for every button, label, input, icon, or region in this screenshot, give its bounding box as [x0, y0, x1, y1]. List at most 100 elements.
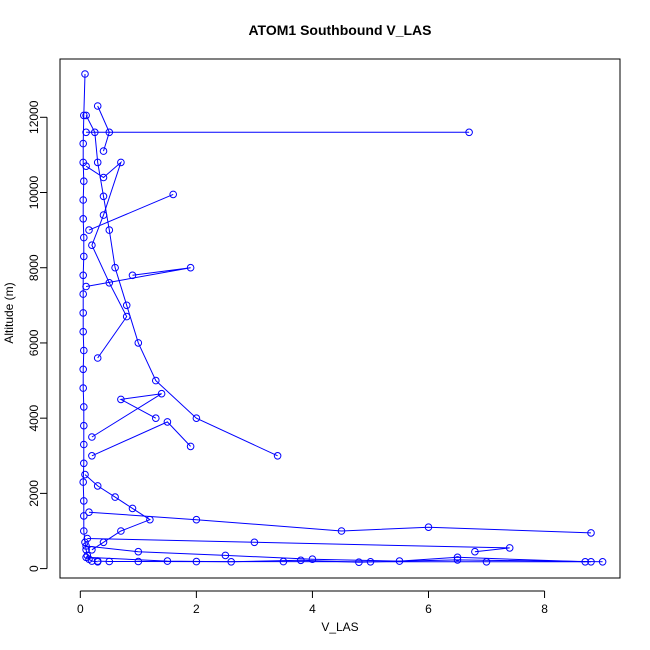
- data-point: [83, 534, 92, 543]
- data-point: [192, 515, 201, 524]
- data-point: [134, 557, 143, 566]
- data-point: [192, 414, 201, 423]
- x-tick-label: 6: [425, 602, 432, 616]
- data-point: [111, 263, 119, 272]
- y-tick-label: 0: [27, 565, 41, 572]
- series-line: [86, 267, 191, 287]
- data-point: [99, 173, 108, 182]
- series-13: [82, 158, 131, 362]
- series-0: [79, 70, 102, 566]
- data-point: [82, 128, 90, 137]
- data-point: [122, 301, 131, 310]
- data-point: [80, 233, 88, 242]
- series-9: [83, 534, 514, 556]
- series-14: [93, 102, 114, 155]
- y-tick-label: 2000: [27, 480, 41, 507]
- data-point: [157, 389, 166, 398]
- data-point: [117, 527, 125, 535]
- data-point: [128, 504, 137, 513]
- data-point: [80, 440, 88, 449]
- data-point: [93, 158, 102, 167]
- series-4: [85, 190, 177, 234]
- data-point: [337, 527, 346, 535]
- series-line: [88, 511, 592, 534]
- data-point: [355, 558, 363, 567]
- data-point: [79, 290, 87, 298]
- data-point: [80, 403, 88, 411]
- data-point: [99, 211, 108, 219]
- data-point: [424, 523, 433, 532]
- data-point: [186, 263, 195, 272]
- data-point: [99, 538, 108, 547]
- series-2: [82, 111, 282, 460]
- series-5: [82, 263, 195, 291]
- x-tick-label: 4: [309, 602, 316, 616]
- data-point: [117, 395, 125, 404]
- y-tick-label: 8000: [27, 254, 41, 281]
- data-point: [146, 515, 154, 524]
- x-tick-label: 8: [541, 602, 548, 616]
- data-point: [93, 482, 102, 490]
- data-point: [169, 190, 177, 199]
- data-point: [88, 241, 96, 249]
- data-point: [80, 111, 88, 120]
- data-point: [505, 544, 514, 552]
- series-line: [97, 105, 110, 152]
- data-point: [80, 459, 88, 468]
- data-point: [465, 128, 473, 137]
- x-axis-title: V_LAS: [321, 620, 358, 634]
- data-point: [83, 551, 92, 560]
- x-tick-label: 2: [193, 602, 200, 616]
- plot-area: [79, 70, 607, 567]
- data-point: [88, 546, 96, 554]
- data-point: [250, 538, 259, 547]
- data-point: [163, 557, 172, 565]
- data-point: [79, 384, 87, 392]
- series-line: [85, 115, 278, 457]
- data-point: [471, 547, 479, 556]
- data-point: [79, 139, 87, 148]
- data-point: [80, 512, 88, 520]
- series-line: [91, 393, 162, 438]
- data-point: [79, 271, 87, 280]
- series-line: [91, 421, 191, 457]
- data-point: [79, 215, 87, 223]
- data-point: [128, 271, 137, 280]
- chart-title: ATOM1 Southbound V_LAS: [248, 22, 431, 38]
- data-point: [453, 556, 462, 564]
- data-point: [186, 442, 195, 451]
- data-point: [82, 111, 90, 120]
- data-point: [453, 553, 462, 562]
- data-point: [111, 493, 119, 501]
- data-point: [81, 538, 89, 547]
- y-axis: 0 2000 4000 6000 8000 10000 12000: [27, 100, 48, 572]
- data-point: [85, 508, 93, 517]
- data-point: [82, 553, 90, 562]
- data-point: [80, 346, 88, 355]
- series-7: [88, 418, 195, 460]
- data-point: [85, 226, 93, 234]
- data-point: [221, 551, 230, 560]
- data-point: [80, 497, 88, 505]
- data-point: [79, 478, 87, 486]
- y-tick-label: 6000: [27, 329, 41, 356]
- data-point: [93, 354, 102, 362]
- data-point: [105, 128, 114, 137]
- data-point: [80, 252, 88, 261]
- series-line: [86, 545, 586, 563]
- series-line: [85, 160, 128, 359]
- series-12: [81, 470, 154, 554]
- data-point: [93, 102, 102, 110]
- y-tick-label: 10000: [27, 176, 41, 210]
- plot-frame: [59, 58, 621, 579]
- y-tick-label: 12000: [27, 100, 41, 134]
- data-point: [152, 414, 160, 423]
- series-6: [88, 389, 166, 441]
- data-point: [122, 312, 131, 321]
- data-point: [99, 192, 108, 201]
- data-point: [81, 470, 89, 479]
- data-point: [79, 309, 87, 317]
- data-point: [80, 421, 88, 430]
- data-point: [80, 177, 88, 185]
- data-point: [79, 327, 87, 336]
